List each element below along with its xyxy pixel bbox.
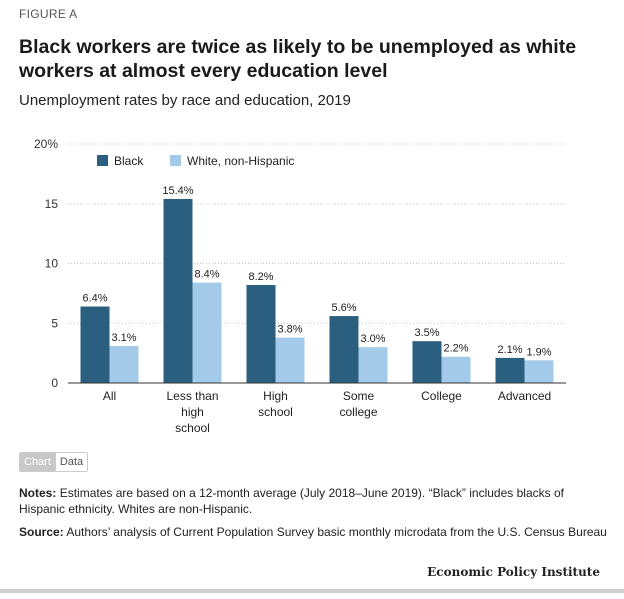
x-tick-label: College [421,389,462,403]
legend-label: White, non-Hispanic [187,154,294,168]
x-tick-label: high [181,405,204,419]
data-label: 15.4% [162,185,193,197]
data-label: 5.6% [331,302,356,314]
x-tick-label: Less than [166,389,218,403]
x-tick-label: High [263,389,288,403]
bar-black-0 [80,306,110,383]
bar-black-2 [246,285,276,383]
x-tick-label: school [175,421,210,435]
notes-text: Estimates are based on a 12-month averag… [19,486,564,516]
notes-label: Notes: [19,486,57,500]
legend-swatch-black [97,155,108,166]
notes-paragraph: Notes: Estimates are based on a 12-month… [19,485,609,517]
x-tick-label: college [339,405,377,419]
bar-white-5 [524,360,554,383]
chart-title: Black workers are twice as likely to be … [19,36,577,82]
bar-black-3 [329,316,359,383]
legend-label: Black [114,154,144,168]
y-tick-label: 20% [34,137,58,151]
data-label: 3.8% [277,324,302,336]
bar-black-5 [495,357,525,383]
figure-label: FIGURE A [19,7,78,21]
bar-white-2 [275,337,305,383]
bar-white-1 [192,282,222,383]
data-label: 3.1% [111,332,136,344]
y-tick-label: 15 [45,197,59,211]
data-label: 6.4% [82,293,107,305]
chart-subtitle: Unemployment rates by race and education… [19,92,351,109]
bar-white-0 [109,345,139,383]
x-tick-label: school [258,405,293,419]
y-tick-label: 10 [45,257,59,271]
data-view-button[interactable]: Data [54,453,88,471]
data-label: 3.5% [414,327,439,339]
x-tick-label: Some [343,389,375,403]
x-tick-label: Advanced [498,389,551,403]
source-paragraph: Source: Authors’ analysis of Current Pop… [19,524,609,540]
bar-black-4 [412,341,442,383]
data-label: 2.1% [497,344,522,356]
x-tick-label: All [103,389,116,403]
brand-logo-text: Economic Policy Institute [427,565,600,579]
bar-chart: 0 5 10 15 20% 6.4% 3.1% All 15.4% 8.4% Less than hi… [34,137,566,435]
data-label: 8.2% [248,271,273,283]
notes-section: Notes: Estimates are based on a 12-month… [19,485,609,547]
bottom-rule [0,589,624,593]
source-text: Authors’ analysis of Current Population … [66,525,607,539]
bar-white-4 [441,356,471,383]
data-label: 1.9% [526,346,551,358]
data-label: 3.0% [360,333,385,345]
bar-black-1 [163,198,193,383]
source-label: Source: [19,525,64,539]
data-label: 8.4% [194,269,219,281]
legend-swatch-white [170,155,181,166]
bar-white-3 [358,347,388,383]
data-label: 2.2% [443,343,468,355]
chart-view-button[interactable]: Chart [20,453,55,471]
y-tick-label: 5 [51,316,58,330]
y-tick-label: 0 [51,376,58,390]
view-toggle: Chart Data [19,452,89,472]
